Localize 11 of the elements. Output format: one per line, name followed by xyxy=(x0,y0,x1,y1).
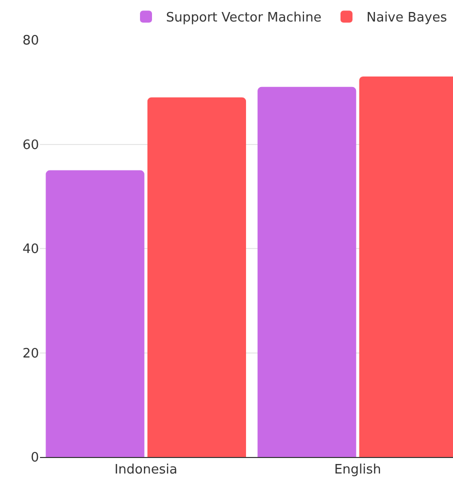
legend-label: Support Vector Machine xyxy=(166,10,322,26)
legend-label: Naive Bayes xyxy=(366,10,448,26)
y-tick-label: 20 xyxy=(22,346,39,362)
x-tick-label: English xyxy=(334,462,382,478)
y-tick-label: 80 xyxy=(22,34,39,49)
y-tick-label: 60 xyxy=(22,138,39,153)
bar xyxy=(258,86,356,457)
y-tick-label: 40 xyxy=(22,242,39,258)
y-tick-label: 0 xyxy=(30,450,39,466)
x-tick-label: Indonesia xyxy=(114,462,178,478)
bar xyxy=(46,170,144,457)
